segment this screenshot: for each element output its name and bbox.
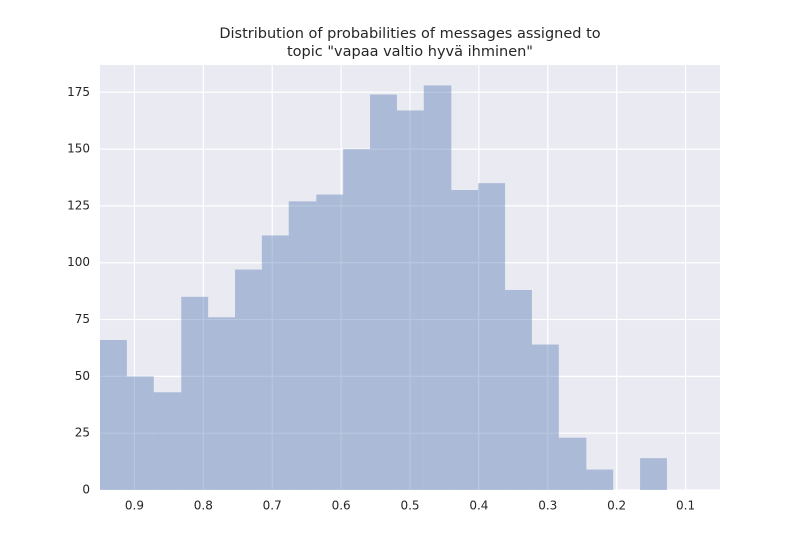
y-tick-label: 75 — [75, 312, 90, 326]
bar — [531, 344, 559, 490]
y-tick-label: 125 — [67, 198, 90, 212]
bar — [316, 194, 344, 490]
bar — [370, 94, 397, 490]
x-tick-label: 0.8 — [194, 499, 213, 513]
x-tick-label: 0.9 — [125, 499, 144, 513]
bar — [100, 340, 127, 490]
bar — [288, 201, 317, 490]
y-tick-label: 150 — [67, 142, 90, 156]
x-tick-label: 0.6 — [332, 499, 351, 513]
y-tick-label: 100 — [67, 255, 90, 269]
bar — [261, 235, 289, 490]
x-tick-label: 0.2 — [607, 499, 626, 513]
x-tick-label: 0.3 — [538, 499, 557, 513]
chart-title: Distribution of probabilities of message… — [219, 26, 600, 42]
bar — [640, 458, 667, 490]
bar — [343, 149, 371, 490]
y-tick-label: 175 — [67, 85, 90, 99]
x-tick-label: 0.4 — [469, 499, 488, 513]
bar — [126, 376, 154, 490]
bar — [153, 392, 182, 490]
bar — [586, 469, 614, 490]
x-tick-label: 0.5 — [400, 499, 419, 513]
bar — [181, 296, 209, 490]
bar — [396, 110, 424, 491]
bar — [451, 190, 479, 490]
bar — [558, 437, 587, 490]
y-tick-label: 25 — [75, 426, 90, 440]
x-tick-label: 0.7 — [263, 499, 282, 513]
bars — [100, 85, 667, 491]
grid — [100, 65, 720, 491]
bar — [423, 85, 452, 491]
bar — [208, 317, 236, 490]
chart-title: topic "vapaa valtio hyvä ihminen" — [287, 44, 533, 60]
y-tick-label: 50 — [75, 369, 90, 383]
bar — [505, 290, 532, 490]
bar — [478, 183, 506, 490]
bar — [235, 269, 262, 490]
x-tick-label: 0.1 — [676, 499, 695, 513]
y-tick-label: 0 — [82, 483, 90, 497]
